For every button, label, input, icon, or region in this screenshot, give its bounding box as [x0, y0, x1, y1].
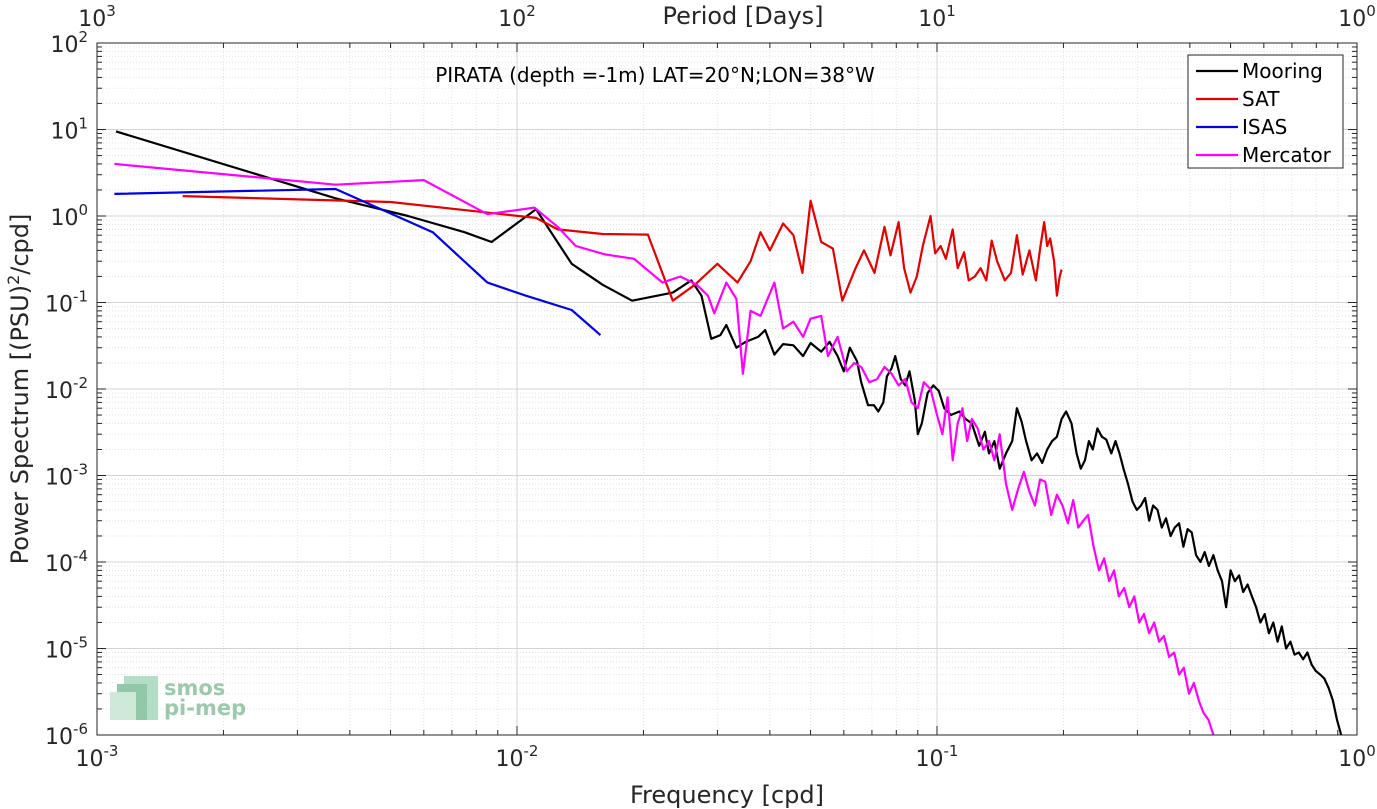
tick-marks	[96, 42, 1358, 736]
series-mooring-line	[115, 130, 1343, 735]
series-sat-line	[182, 195, 1063, 302]
x2-tick-labels: 103 102 101 100	[78, 2, 1376, 32]
logo-mark-layer-2	[110, 692, 136, 720]
y-axis-label-pre: Power Spectrum [(PSU)	[6, 285, 34, 564]
y-tick-label: 101	[50, 115, 88, 145]
x2-tick-label: 102	[498, 2, 536, 32]
legend: Mooring SAT ISAS Mercator	[1187, 54, 1344, 169]
x2-tick-label: 103	[78, 2, 116, 32]
legend-items: Mooring SAT ISAS Mercator	[1196, 59, 1332, 167]
y-tick-label: 100	[50, 201, 88, 231]
x-axis-label: Frequency [cpd]	[630, 781, 824, 809]
series-layer	[114, 130, 1343, 735]
x-tick-label: 100	[1338, 742, 1376, 772]
legend-box	[1187, 54, 1344, 169]
y-tick-label: 10-4	[45, 547, 88, 577]
x-tick-labels: 10-3 10-2 10-1 100	[76, 742, 1376, 772]
y-tick-label: 10-3	[45, 461, 88, 491]
series-mercator-line	[114, 162, 1215, 735]
legend-label-mercator: Mercator	[1242, 143, 1332, 167]
y-tick-label: 102	[50, 28, 88, 58]
x-tick-label: 10-3	[76, 742, 119, 772]
y-tick-label: 10-5	[45, 634, 88, 664]
x2-tick-label: 101	[918, 2, 956, 32]
x-tick-label: 10-1	[916, 742, 959, 772]
chart-title: PIRATA (depth =-1m) LAT=20°N;LON=38°W	[435, 63, 875, 87]
legend-label-mooring: Mooring	[1242, 59, 1323, 83]
y-axis-label-sup: 2	[4, 275, 23, 285]
logo-text-pimep: pi-mep	[164, 696, 246, 720]
y-tick-label: 10-1	[45, 288, 88, 318]
legend-label-isas: ISAS	[1242, 115, 1287, 139]
y-tick-label: 10-6	[45, 720, 88, 750]
x2-axis-label: Period [Days]	[662, 2, 823, 30]
grid-minor	[97, 43, 1357, 735]
y-tick-label: 10-2	[45, 374, 88, 404]
smos-pi-mep-logo: smos pi-mep	[110, 676, 246, 720]
y-axis-label: Power Spectrum [(PSU)2/cpd]	[4, 214, 34, 565]
legend-label-sat: SAT	[1242, 87, 1280, 111]
y-axis-label-post: /cpd]	[6, 214, 34, 275]
x2-tick-label: 100	[1338, 2, 1376, 32]
logo-text-smos: smos	[164, 676, 225, 700]
x-tick-label: 10-2	[496, 742, 539, 772]
y-tick-labels: 10-6 10-5 10-4 10-3 10-2 10-1 100 101 102	[45, 28, 88, 750]
series-isas-line	[114, 187, 602, 336]
